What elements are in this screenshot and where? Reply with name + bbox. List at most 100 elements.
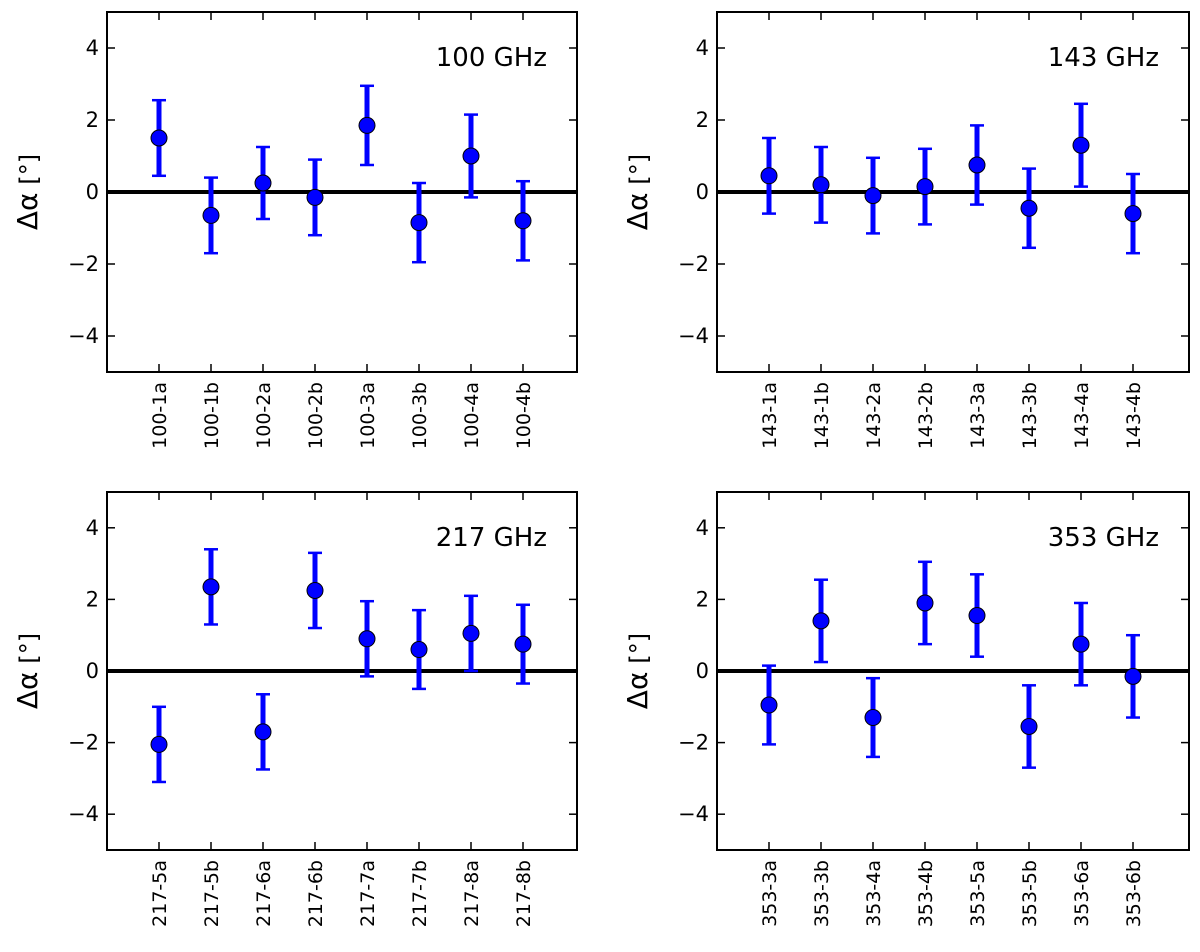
y-axis-symbol: Δα [621,193,654,231]
y-tick-label: −2 [68,252,99,276]
data-point [1020,199,1038,217]
x-category-label: 353-5a [967,860,989,927]
data-point [812,612,830,630]
y-axis-label: Δα [°] [621,154,654,230]
data-point [864,709,882,727]
data-point [410,641,428,659]
data-point [916,178,934,196]
x-category-label: 353-3a [759,860,781,927]
x-category-label: 100-4b [513,382,535,449]
data-point [358,630,376,648]
y-axis-label: Δα [°] [621,633,654,709]
x-category-label: 100-4a [461,382,483,449]
y-tick-label: 4 [696,36,709,60]
panel-title: 217 GHz [436,523,547,553]
data-point [864,187,882,205]
x-category-label: 143-4b [1123,382,1145,449]
x-category-label: 143-1b [811,382,833,449]
data-point [306,581,324,599]
y-tick-label: −2 [68,731,99,755]
x-category-label: 353-5b [1019,860,1041,927]
y-tick-label: 2 [86,108,99,132]
y-tick-label: −4 [68,802,99,826]
data-point [358,116,376,134]
data-point [150,129,168,147]
y-axis-label: Δα [°] [11,633,44,709]
data-point [1072,136,1090,154]
data-point [462,624,480,642]
x-category-label: 217-5b [201,860,223,927]
data-point [968,607,986,625]
data-point [514,635,532,653]
panel-1: −4 −2 0 2 4 100-1a 100-1b 100-2a 100-2b 100-3a 100… [11,11,578,449]
y-axis-unit: [°] [15,154,43,185]
x-category-label: 217-8a [461,860,483,927]
y-axis-symbol: Δα [11,672,44,710]
y-tick-label: 0 [696,180,709,204]
data-point [202,206,220,224]
x-category-label: 217-8b [513,860,535,927]
data-point [254,174,272,192]
x-category-label: 100-3a [357,382,379,449]
x-category-label: 353-6b [1123,860,1145,927]
y-axis-symbol: Δα [11,193,44,231]
data-point [760,696,778,714]
y-tick-label: 2 [696,587,709,611]
x-category-label: 100-2a [253,382,275,449]
x-category-label: 353-4b [915,860,937,927]
y-tick-label: 4 [696,516,709,540]
x-category-label: 143-3a [967,382,989,449]
panel-title: 143 GHz [1048,43,1159,73]
x-category-label: 100-3b [409,382,431,449]
y-tick-label: −4 [678,324,709,348]
data-point [968,156,986,174]
y-axis-unit: [°] [625,633,653,664]
data-point [254,723,272,741]
x-category-label: 143-3b [1019,382,1041,449]
y-tick-label: 0 [86,659,99,683]
x-category-label: 353-4a [863,860,885,927]
x-category-label: 100-2b [305,382,327,449]
y-tick-label: 4 [86,36,99,60]
y-axis-label: Δα [°] [11,154,44,230]
y-axis-unit: [°] [625,154,653,185]
x-category-label: 217-7a [357,860,379,927]
data-point [916,594,934,612]
data-point [410,214,428,232]
panel-title: 100 GHz [436,43,547,73]
x-category-label: 100-1b [201,382,223,449]
x-category-label: 143-2a [863,382,885,449]
x-category-label: 217-5a [149,860,171,927]
panel-2: −4 −2 0 2 4 143-1a 143-1b 143-2a 143-2b 143-3a 143… [621,11,1190,449]
y-tick-label: −2 [678,731,709,755]
y-tick-label: 0 [86,180,99,204]
x-category-label: 100-1a [149,382,171,449]
x-category-label: 353-3b [811,860,833,927]
data-point [462,147,480,165]
panel-4: −4 −2 0 2 4 353-3a 353-3b 353-4a 353-4b 353-5a 353… [621,491,1190,927]
y-tick-label: −4 [68,324,99,348]
data-point [1020,717,1038,735]
x-category-label: 217-7b [409,860,431,927]
y-tick-label: 2 [86,587,99,611]
data-point [1072,635,1090,653]
y-tick-label: −4 [678,802,709,826]
x-category-label: 217-6b [305,860,327,927]
data-point [812,176,830,194]
y-tick-label: 0 [696,659,709,683]
data-point [306,188,324,206]
x-category-label: 353-6a [1071,860,1093,927]
y-tick-label: −2 [678,252,709,276]
x-category-label: 143-2b [915,382,937,449]
data-point [760,167,778,185]
data-point [1124,667,1142,685]
data-point [514,212,532,230]
panel-3: −4 −2 0 2 4 217-5a 217-5b 217-6a 217-6b 217-7a 217… [11,491,578,927]
data-point [150,735,168,753]
y-tick-label: 4 [86,516,99,540]
y-axis-symbol: Δα [621,672,654,710]
y-axis-unit: [°] [15,633,43,664]
x-category-label: 217-6a [253,860,275,927]
x-category-label: 143-1a [759,382,781,449]
